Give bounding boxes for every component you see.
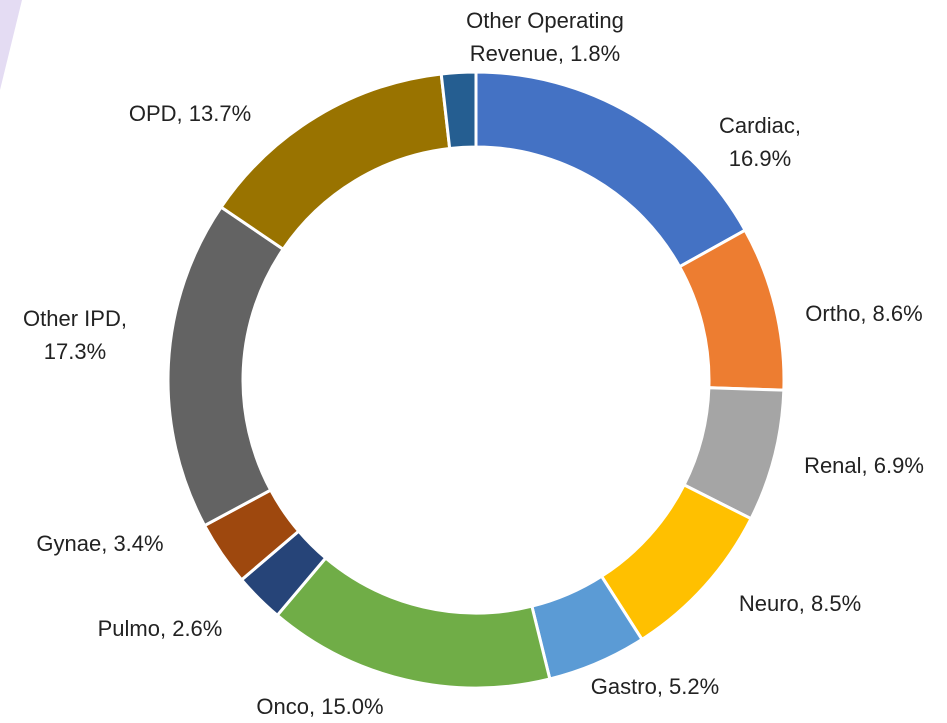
data-label-line: OPD, 13.7% (129, 101, 251, 126)
data-label: Pulmo, 2.6% (98, 616, 223, 641)
data-label: Gynae, 3.4% (36, 531, 163, 556)
data-label-line: Other IPD, (23, 306, 127, 331)
data-label-line: 17.3% (44, 339, 106, 364)
data-label: Ortho, 8.6% (805, 301, 922, 326)
data-label-line: Other Operating (466, 8, 624, 33)
data-label-line: Gastro, 5.2% (591, 674, 719, 699)
data-label: Other Operating Revenue, 1.8% (466, 8, 624, 66)
data-label: Other IPD, 17.3% (23, 306, 127, 364)
data-label-line: 16.9% (729, 146, 791, 171)
donut-slice (219, 72, 452, 252)
data-label-line: Renal, 6.9% (804, 453, 924, 478)
data-label: Cardiac, 16.9% (719, 113, 801, 171)
donut-slice (166, 205, 286, 528)
data-label: Gastro, 5.2% (591, 674, 719, 699)
data-label: OPD, 13.7% (129, 101, 251, 126)
data-label-line: Cardiac, (719, 113, 801, 138)
data-label-line: Revenue, 1.8% (470, 41, 620, 66)
data-label-line: Gynae, 3.4% (36, 531, 163, 556)
data-label-line: Pulmo, 2.6% (98, 616, 223, 641)
data-label: Neuro, 8.5% (739, 591, 861, 616)
donut-slice (275, 555, 552, 690)
decoration (0, 0, 22, 90)
data-label: Onco, 15.0% (256, 694, 383, 719)
data-label: Renal, 6.9% (804, 453, 924, 478)
donut-slice (474, 70, 748, 269)
data-label-line: Onco, 15.0% (256, 694, 383, 719)
data-label-line: Neuro, 8.5% (739, 591, 861, 616)
data-label-line: Ortho, 8.6% (805, 301, 922, 326)
donut-slice (439, 70, 478, 151)
